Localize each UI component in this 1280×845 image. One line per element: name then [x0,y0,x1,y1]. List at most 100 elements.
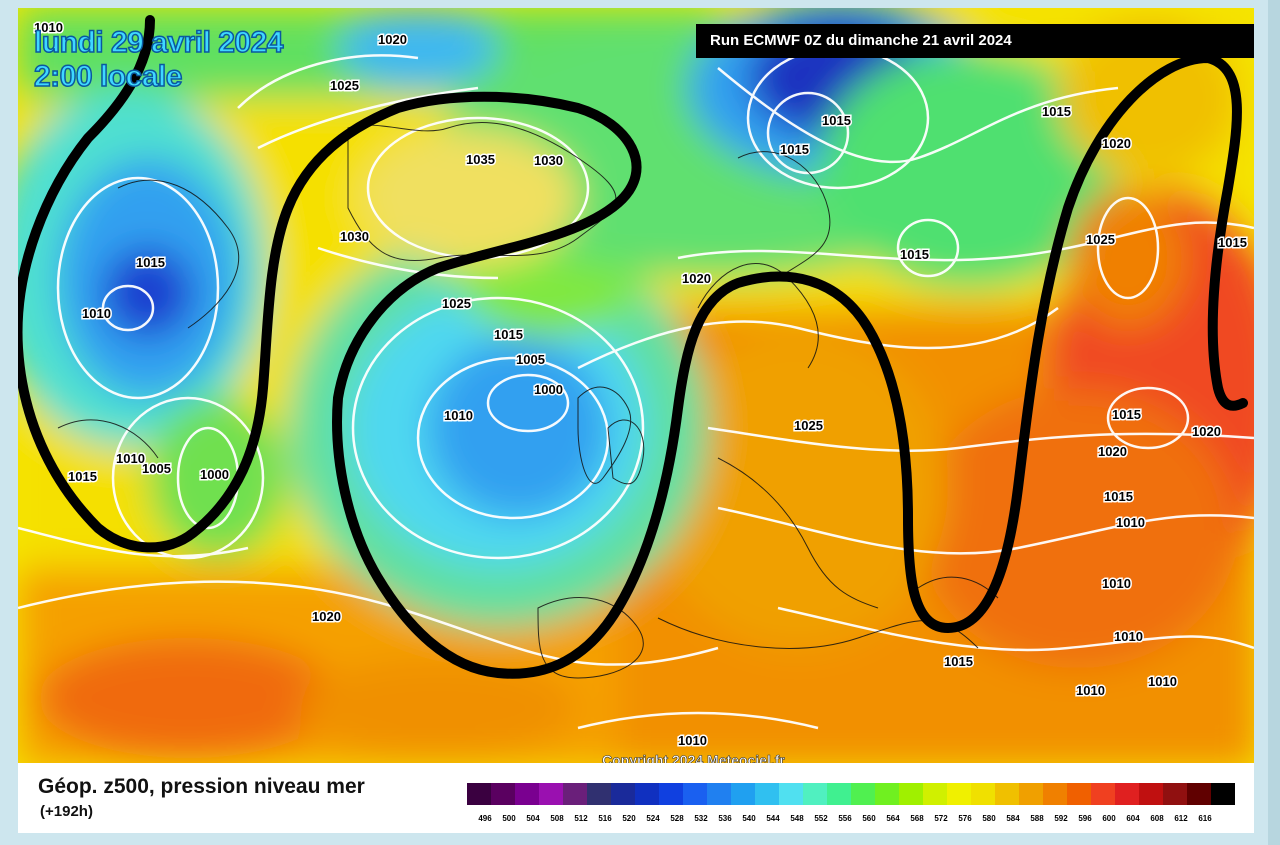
isobar-label: 1015 [136,255,165,270]
color-scale-swatch [539,783,563,805]
copyright-notice: Copyright 2024 Meteociel.fr [602,752,785,763]
color-scale-label: 548 [790,814,804,823]
isobar-label: 1035 [466,152,495,167]
isobar-label: 1015 [944,654,973,669]
color-scale-swatch [779,783,803,805]
color-scale-label: 560 [862,814,876,823]
isobar-label: 1010 [1102,576,1131,591]
isobar-label: 1025 [794,418,823,433]
color-scale-swatch [755,783,779,805]
isobar-label: 1015 [822,113,851,128]
isobar-label: 1025 [442,296,471,311]
color-scale-swatch [491,783,515,805]
color-scale-swatch [659,783,683,805]
color-scale-swatch [803,783,827,805]
map-canvas: 1010 1020 1025 1035 1030 1030 1015 1010 … [18,8,1254,763]
color-scale-swatch [1043,783,1067,805]
isobar-label: 1010 [116,451,145,466]
color-scale-label: 576 [958,814,972,823]
color-scale-swatch [1139,783,1163,805]
color-scale-label: 612 [1174,814,1188,823]
isobar-label: 1000 [200,467,229,482]
forecast-date-title: lundi 29 avril 2024 2:00 locale [33,25,284,94]
forecast-lead-time: (+192h) [40,803,93,820]
isobar-label: 1015 [68,469,97,484]
color-scale-label: 536 [718,814,732,823]
color-scale-swatch [563,783,587,805]
color-scale-label: 500 [502,814,516,823]
isobar-label: 1020 [682,271,711,286]
color-scale-label: 592 [1054,814,1068,823]
color-scale-swatch [707,783,731,805]
color-scale-label: 504 [526,814,540,823]
isobar-label: 1020 [1098,444,1127,459]
color-scale-label: 572 [934,814,948,823]
isobar-label: 1010 [82,306,111,321]
legend-title: Géop. z500, pression niveau mer [38,775,365,798]
isobar-label: 1025 [330,78,359,93]
isobar-label: 1005 [516,352,545,367]
color-scale-swatch [995,783,1019,805]
color-scale-label: 568 [910,814,924,823]
isobar-label: 1020 [312,609,341,624]
color-scale-swatch [1211,783,1235,805]
color-scale-label: 564 [886,814,900,823]
color-scale-label: 520 [622,814,636,823]
color-scale-label: 544 [766,814,780,823]
color-scale-swatch [1019,783,1043,805]
window-edge [1268,0,1280,845]
color-scale-label: 512 [574,814,588,823]
color-scale-swatch [971,783,995,805]
color-scale-label: 596 [1078,814,1092,823]
isobar-label: 1015 [1104,489,1133,504]
color-scale-label: 508 [550,814,564,823]
color-scale-swatch [1163,783,1187,805]
color-scale-swatch [1091,783,1115,805]
color-scale-label: 524 [646,814,660,823]
forecast-date: lundi 29 avril 2024 [33,25,284,60]
isobar-label: 1010 [1076,683,1105,698]
color-scale-label: 516 [598,814,612,823]
color-scale-swatch [467,783,491,805]
color-scale-swatch [611,783,635,805]
color-scale-swatch [1187,783,1211,805]
color-scale-label: 552 [814,814,828,823]
isobar-label: 1020 [1102,136,1131,151]
color-scale-label: 496 [478,814,492,823]
isobar-label: 1010 [1148,674,1177,689]
isobar-label: 1010 [678,733,707,748]
isobar-label: 1020 [378,32,407,47]
color-scale-swatch [851,783,875,805]
isobar-label: 1010 [1116,515,1145,530]
color-scale-swatch [1067,783,1091,805]
isobar-label: 1015 [780,142,809,157]
color-scale-label: 556 [838,814,852,823]
isobar-label: 1020 [1192,424,1221,439]
color-scale-swatch [515,783,539,805]
color-scale-swatch [731,783,755,805]
color-scale-label: 616 [1198,814,1212,823]
isobar-label: 1025 [1086,232,1115,247]
isobar-labels: 1010 1020 1025 1035 1030 1030 1015 1010 … [33,19,1249,750]
color-scale-label: 604 [1126,814,1140,823]
isobar-label: 1000 [534,382,563,397]
color-scale-swatch [827,783,851,805]
color-scale-label: 540 [742,814,756,823]
color-scale-label: 588 [1030,814,1044,823]
isobar-label: 1015 [1112,407,1141,422]
color-scale: 496 500 504 508 512 516 520 524 528 532 536 540 544 5… [467,783,1235,823]
color-scale-label: 584 [1006,814,1020,823]
color-scale-swatch [875,783,899,805]
isobar-label: 1010 [34,20,63,35]
isobar-label: 1005 [142,461,171,476]
color-scale-swatch [947,783,971,805]
isobar-label: 1010 [1114,629,1143,644]
isobar-label: 1010 [444,408,473,423]
forecast-time: 2:00 locale [33,59,183,94]
color-scale-label: 580 [982,814,996,823]
color-scale-label: 532 [694,814,708,823]
model-run-banner: Run ECMWF 0Z du dimanche 21 avril 2024 [696,24,1254,58]
isobar-label: 1030 [340,229,369,244]
color-scale-swatch [683,783,707,805]
